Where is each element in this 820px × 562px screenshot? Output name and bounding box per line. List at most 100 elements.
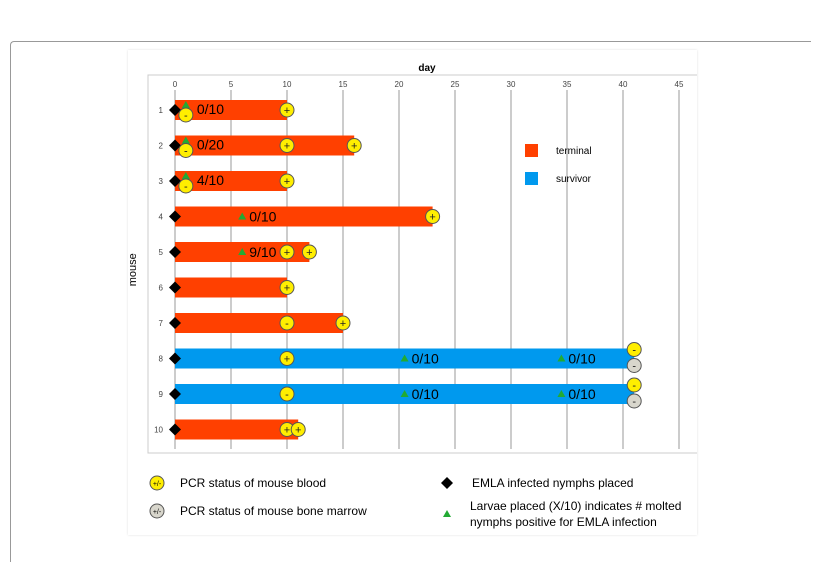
pcr-blood-marker-symbol: + (306, 247, 312, 259)
bar-terminal (175, 171, 287, 191)
pcr-blood-marker-symbol: + (284, 247, 290, 259)
pcr-blood-marker-symbol: - (632, 380, 636, 392)
legend-marrow-label: PCR status of mouse bone marrow (180, 504, 367, 518)
larvae-marker (238, 212, 247, 220)
x-tick-label: 25 (451, 80, 460, 89)
y-tick-label: 9 (159, 390, 164, 399)
pcr-blood-marker (279, 351, 295, 366)
larvae-marker (400, 354, 409, 362)
pcr-blood-marker (178, 178, 194, 194)
legend-marrow-icon-symbol: +/- (153, 509, 162, 516)
page-frame (10, 41, 811, 562)
y-tick-label: 6 (159, 284, 164, 293)
x-tick-label: 35 (563, 80, 572, 89)
pcr-blood-marker-symbol: - (184, 181, 188, 193)
pcr-blood-marker (178, 143, 194, 158)
legend-larvae-label-2: nymphs positive for EMLA infection (470, 515, 657, 529)
pcr-bone-marrow-marker (626, 393, 642, 409)
larvae-marker (557, 390, 566, 397)
nymph-diamond-marker (169, 388, 181, 400)
pcr-blood-marker-symbol: + (284, 176, 290, 188)
legend-nymph-icon (441, 477, 453, 489)
pcr-blood-marker-symbol: - (184, 110, 188, 122)
larvae-marker (557, 354, 566, 362)
pcr-blood-marker-symbol: - (285, 389, 289, 401)
larvae-label: 0/10 (412, 351, 439, 367)
gantt-chart: 0 5 10 15 20 25 30 35 40 45daymouse123456789100/1… (128, 63, 697, 529)
nymph-diamond-marker (169, 423, 181, 436)
x-axis-label: day (418, 63, 436, 74)
pcr-blood-marker (279, 173, 295, 189)
y-tick-label: 3 (159, 177, 164, 186)
pcr-blood-marker-symbol: + (284, 354, 290, 366)
bar-terminal (175, 277, 287, 298)
legend-marrow-icon (149, 503, 165, 519)
nymph-diamond-marker (169, 352, 181, 365)
bar-terminal (175, 313, 343, 333)
legend-swatch-survivor (525, 172, 538, 185)
larvae-label: 4/10 (197, 172, 224, 188)
legend-blood-icon-symbol: +/- (153, 481, 162, 488)
pcr-blood-marker (335, 315, 351, 331)
legend-swatch-terminal (525, 144, 538, 157)
pcr-blood-marker (279, 280, 295, 295)
nymph-diamond-marker (169, 104, 181, 116)
pcr-blood-marker (290, 422, 306, 437)
pcr-blood-marker (279, 244, 295, 260)
nymph-diamond-marker (169, 281, 181, 294)
legend-larvae-label-1: Larvae placed (X/10) indicates # molted (470, 499, 681, 513)
pcr-blood-marker (178, 107, 194, 123)
x-tick-label: 30 (507, 80, 516, 89)
y-tick-label: 1 (159, 106, 164, 115)
y-tick-label: 10 (154, 426, 163, 435)
pcr-blood-marker-symbol: - (285, 318, 289, 330)
larvae-label: 0/20 (197, 137, 224, 153)
pcr-blood-marker-symbol: + (295, 425, 301, 437)
x-tick-label: 40 (619, 80, 628, 89)
pcr-blood-marker-symbol: + (284, 283, 290, 295)
larvae-label: 0/10 (568, 351, 595, 367)
legend-blood-label: PCR status of mouse blood (180, 476, 326, 490)
x-tick-label: 10 (283, 80, 292, 89)
pcr-blood-marker-symbol: + (284, 105, 290, 117)
legend-label-survivor: survivor (556, 174, 592, 185)
larvae-label: 9/10 (249, 244, 276, 260)
larvae-label: 0/10 (568, 386, 595, 402)
bar-terminal (175, 135, 355, 156)
figure: 0 5 10 15 20 25 30 35 40 45 day mouse 1 2 3 4 5 6 7 8 9 10 0/1… (128, 50, 697, 535)
pcr-blood-marker-symbol: + (351, 141, 357, 153)
nymph-diamond-marker (169, 139, 181, 152)
pcr-blood-marker (626, 377, 642, 393)
larvae-marker (238, 248, 247, 255)
pcr-blood-marker (346, 138, 362, 153)
pcr-blood-marker (279, 138, 295, 153)
x-tick-label: 45 (675, 80, 684, 89)
y-tick-label: 8 (159, 355, 164, 364)
pcr-bone-marrow-marker (626, 358, 642, 373)
x-tick-label: 0 (173, 80, 178, 89)
y-tick-label: 4 (159, 213, 164, 222)
pcr-blood-marker (279, 102, 295, 118)
nymph-diamond-marker (169, 210, 181, 223)
pcr-blood-marker-symbol: + (284, 425, 290, 437)
pcr-blood-marker (279, 386, 295, 402)
bar-terminal (175, 100, 287, 120)
pcr-blood-marker (626, 342, 642, 357)
x-tick-label: 5 (229, 80, 234, 89)
larvae-marker (400, 390, 409, 397)
pcr-blood-marker-symbol: - (184, 146, 188, 158)
pcr-blood-marker-symbol: + (429, 212, 435, 224)
plot-area (147, 74, 697, 454)
pcr-blood-marker-symbol: + (284, 141, 290, 153)
larvae-label: 0/10 (197, 101, 224, 117)
larvae-label: 0/10 (412, 386, 439, 402)
bar-terminal (175, 206, 433, 227)
bar-terminal (175, 419, 299, 440)
pcr-blood-marker (279, 315, 295, 331)
larvae-marker (181, 136, 190, 144)
y-tick-label: 5 (159, 248, 164, 257)
pcr-blood-marker (425, 209, 441, 224)
larvae-label: 0/10 (249, 209, 276, 225)
y-tick-label: 7 (159, 319, 164, 328)
pcr-blood-marker (301, 244, 317, 260)
